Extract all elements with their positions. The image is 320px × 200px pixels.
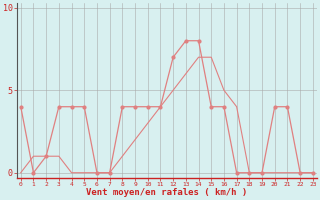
X-axis label: Vent moyen/en rafales ( km/h ): Vent moyen/en rafales ( km/h ) bbox=[86, 188, 247, 197]
